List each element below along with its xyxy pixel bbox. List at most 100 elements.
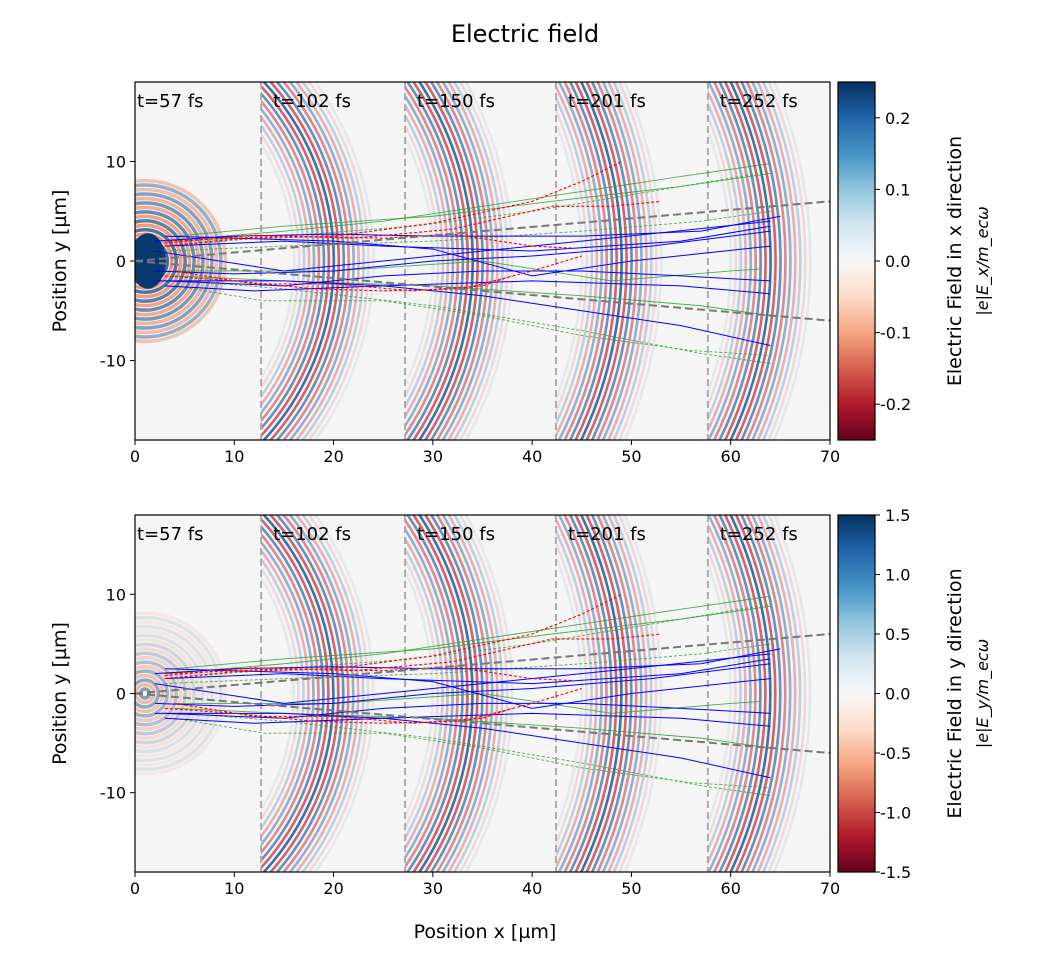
wavefront <box>441 515 494 872</box>
wavefront <box>574 82 618 440</box>
wavefront <box>441 82 494 440</box>
red-trajectory <box>174 270 513 292</box>
blue-trajectory <box>154 648 781 675</box>
wave-packet <box>555 82 663 440</box>
wavefront <box>261 556 305 831</box>
wavefront <box>707 100 743 422</box>
wavefront <box>745 515 787 872</box>
wavefront <box>412 515 469 872</box>
green-trajectory <box>174 285 771 356</box>
wavefront <box>301 515 365 872</box>
y-tick-label: 10 <box>106 585 126 604</box>
wavefront <box>135 187 219 335</box>
wavefront <box>707 82 752 440</box>
wave-packet <box>707 82 812 440</box>
wavefront <box>453 515 504 872</box>
red-trajectory <box>174 702 513 724</box>
colorbar-label: Electric Field in x direction <box>944 136 966 386</box>
time-label: t=252 fs <box>720 524 798 545</box>
wavefront <box>459 82 509 440</box>
wavefront <box>405 517 459 870</box>
trajectories <box>135 161 830 364</box>
wavefront <box>707 546 737 841</box>
wavefront <box>740 515 782 872</box>
red-trajectory <box>164 633 662 677</box>
wavefront <box>289 82 355 440</box>
wavefront <box>261 574 295 813</box>
y-tick-label: 0 <box>116 252 126 271</box>
divergence-guide-line <box>135 692 830 754</box>
wavefront <box>555 540 588 847</box>
wavefront <box>135 192 214 330</box>
wavefront <box>453 82 504 440</box>
wavefront <box>135 205 201 317</box>
x-tick-label: 60 <box>721 447 741 466</box>
colorbar-tick-label: 1.0 <box>885 566 910 585</box>
wavefront <box>135 629 210 758</box>
wave-packet <box>405 515 514 872</box>
blue-trajectory <box>164 270 771 287</box>
blue-trajectory <box>154 215 781 242</box>
blue-trajectory <box>154 663 771 707</box>
green-trajectory <box>164 171 771 247</box>
wavefront <box>282 515 350 872</box>
wavefront <box>729 515 772 872</box>
wavefront <box>623 82 663 440</box>
time-label: t=201 fs <box>568 524 646 545</box>
wavefront <box>135 664 174 723</box>
red-trajectory <box>164 255 582 292</box>
blue-trajectory <box>164 280 771 295</box>
wavefront <box>135 232 174 290</box>
wavefront <box>135 638 201 749</box>
wavefront <box>707 515 752 872</box>
wavefront <box>729 82 772 440</box>
wavefront <box>601 82 643 440</box>
wavefront <box>745 82 787 440</box>
colorbar-tick-label: 0.0 <box>885 252 910 271</box>
wavefront <box>751 515 792 872</box>
wavefront <box>436 515 489 872</box>
colorbar-label: Electric Field in y direction <box>944 568 966 818</box>
panels: t=57 fs t=102 fs t=150 fs t=201 fs t=252 fs 0… <box>49 81 993 898</box>
wavefront <box>261 123 306 399</box>
x-tick-label: 30 <box>423 447 443 466</box>
colorbar-tick-label: 0.5 <box>885 625 910 644</box>
wavefront <box>135 178 228 344</box>
wavefront <box>405 103 450 419</box>
wavefront <box>580 82 623 440</box>
divergence-guide-line <box>135 260 830 322</box>
wavefront <box>767 515 807 872</box>
green-trajectory <box>174 173 771 237</box>
colorbar <box>837 514 876 873</box>
colorbar-unit: |e|E_x/m_ecω <box>973 206 993 315</box>
wavefront <box>707 559 732 828</box>
wavefront <box>135 633 205 754</box>
time-label: t=252 fs <box>720 91 798 112</box>
wavefront <box>713 82 757 440</box>
green-trajectory <box>174 275 771 317</box>
wavefront <box>418 515 474 872</box>
colorbar-tick-label: 0.0 <box>885 685 910 704</box>
wavefront <box>135 183 223 339</box>
wave-packet <box>707 515 812 872</box>
wavefront <box>135 624 214 763</box>
wavefront <box>555 553 583 834</box>
x-tick-label: 50 <box>621 447 641 466</box>
wavefront <box>307 515 370 872</box>
wavefront <box>135 646 192 741</box>
colorbar-unit: |e|E_y/m_ecω <box>973 639 993 748</box>
wavefront <box>772 515 812 872</box>
wavefront <box>135 642 196 745</box>
green-trajectory <box>164 595 771 675</box>
y-tick-label: -10 <box>100 351 126 370</box>
colorbar-tick-label: -0.2 <box>880 395 911 414</box>
wavefront <box>555 528 593 859</box>
wavefront <box>563 515 608 872</box>
wavefront <box>307 82 370 440</box>
wavefront <box>135 196 210 326</box>
wavefront <box>135 678 161 709</box>
wavefront <box>756 515 797 872</box>
green-trajectory <box>164 163 771 242</box>
